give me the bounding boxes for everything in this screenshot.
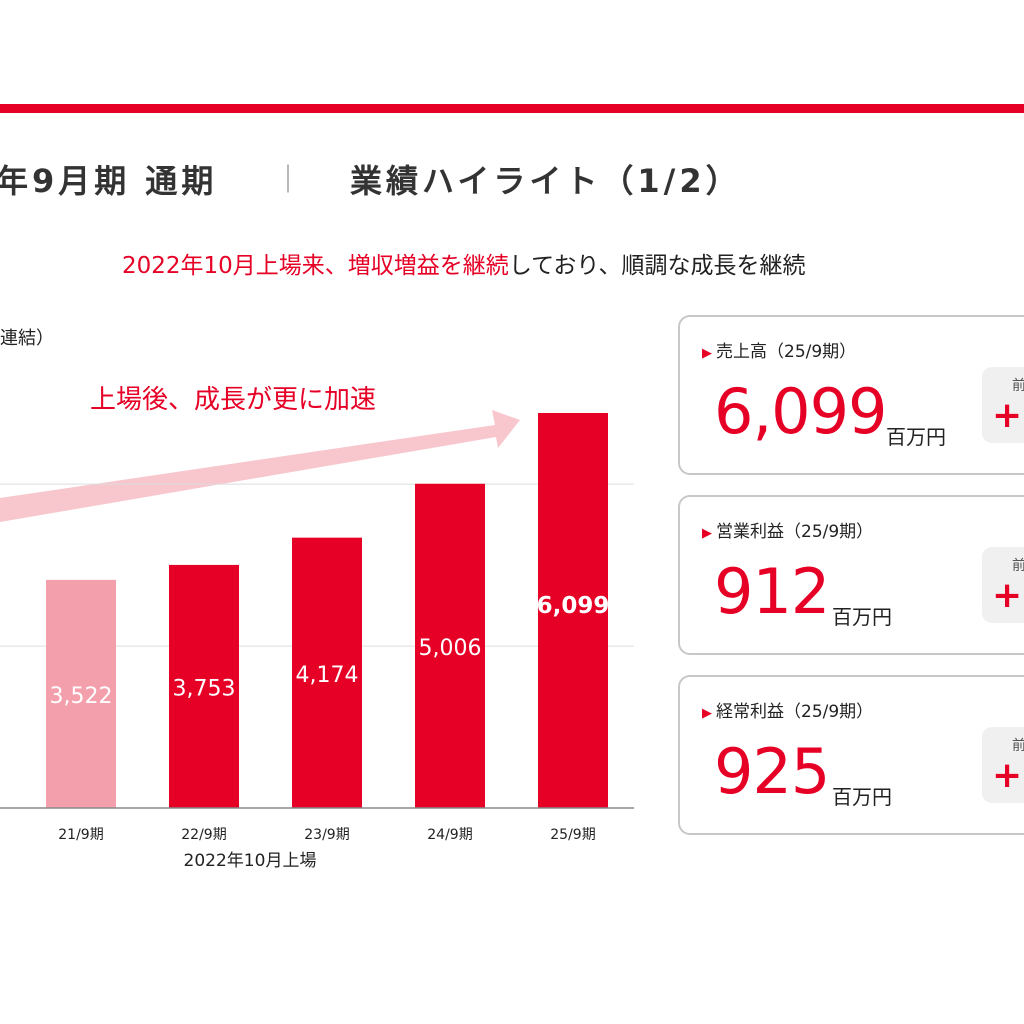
kpi-label-row: ▶ 営業利益（25/9期）	[702, 517, 873, 542]
kpi-label: 経常利益（25/9期）	[716, 702, 874, 722]
subtitle-highlight: 2022年10月上場来、増収増益を継続	[122, 253, 509, 279]
value-label: 5,006	[419, 636, 482, 661]
comparison-change: +3	[992, 755, 1024, 796]
subtitle: 2022年10月上場来、増収増益を継続しており、順調な成長を継続	[122, 246, 806, 280]
x-tick-label: 21/9期	[58, 827, 103, 843]
top-rule	[0, 104, 1024, 113]
comparison-change: +2	[992, 575, 1024, 616]
kpi-value: 925	[714, 735, 830, 808]
bar	[169, 564, 239, 808]
marker: ▶	[702, 346, 712, 361]
marker: ▶	[702, 706, 712, 721]
title-left: 年9月期 通期	[0, 162, 218, 200]
unit-note: 連結）	[0, 328, 54, 349]
comparison-label: 前	[1012, 738, 1024, 754]
kpi-label: 売上高（25/9期）	[716, 342, 857, 362]
chart: 上場後、成長が更に加速 2022年10月上場 250050003,52221/9…	[0, 385, 634, 871]
kpi-label-row: ▶ 経常利益（25/9期）	[702, 697, 873, 722]
bar	[538, 412, 608, 808]
x-note: 2022年10月上場	[184, 851, 317, 871]
marker: ▶	[702, 526, 712, 541]
comparison-box: 前+2	[982, 367, 1024, 443]
kpi-value: 6,099	[714, 375, 887, 448]
kpi-label-row: ▶ 売上高（25/9期）	[702, 337, 856, 362]
value-label: 3,753	[173, 676, 236, 701]
kpi-unit: 百万円	[832, 605, 892, 629]
title-right: 業績ハイライト（1/2）	[350, 162, 742, 200]
x-tick-label: 22/9期	[181, 827, 226, 843]
title-separator: ｜	[274, 163, 303, 196]
subtitle-rest: しており、順調な成長を継続	[508, 253, 806, 279]
bar	[292, 537, 362, 808]
comparison-label: 前	[1012, 558, 1024, 574]
comparison-box: 前+3	[982, 727, 1024, 803]
kpi-label: 営業利益（25/9期）	[716, 522, 874, 542]
comparison-label: 前	[1012, 378, 1024, 394]
x-tick-label: 23/9期	[304, 827, 349, 843]
kpi-value: 912	[714, 555, 830, 628]
x-tick-label: 24/9期	[427, 827, 472, 843]
bar	[415, 483, 485, 808]
x-tick-label: 25/9期	[550, 827, 595, 843]
annotation: 上場後、成長が更に加速	[90, 385, 376, 415]
bar	[46, 579, 116, 808]
growth-arrow	[0, 410, 520, 522]
value-label: 3,522	[50, 684, 113, 709]
comparison-change: +2	[992, 395, 1024, 436]
kpi-unit: 百万円	[886, 425, 946, 449]
value-label: 4,174	[296, 663, 359, 688]
comparison-box: 前+2	[982, 547, 1024, 623]
value-label: 6,099	[537, 593, 610, 619]
kpi-unit: 百万円	[832, 785, 892, 809]
